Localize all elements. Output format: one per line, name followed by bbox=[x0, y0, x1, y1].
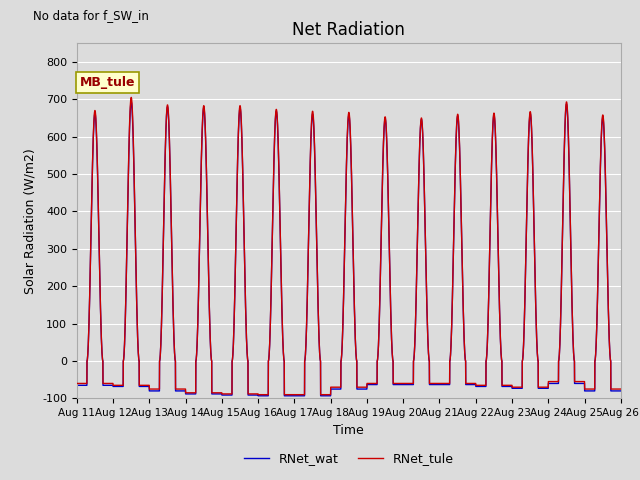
RNet_tule bbox=[616, 386, 624, 392]
RNet_wat bbox=[441, 382, 449, 387]
RNet_wat bbox=[617, 388, 625, 394]
RNet_wat bbox=[471, 382, 479, 387]
RNet_wat bbox=[616, 388, 624, 394]
Line: RNet_wat: RNet_wat bbox=[77, 102, 621, 396]
X-axis label: Time: Time bbox=[333, 424, 364, 437]
RNet_tule bbox=[73, 381, 81, 386]
RNet_tule bbox=[441, 381, 449, 386]
Y-axis label: Solar Radiation (W/m2): Solar Radiation (W/m2) bbox=[24, 148, 36, 294]
RNet_wat bbox=[502, 384, 509, 389]
RNet_wat bbox=[254, 393, 262, 399]
Legend: RNet_wat, RNet_tule: RNet_wat, RNet_tule bbox=[239, 447, 459, 470]
RNet_wat bbox=[73, 383, 81, 388]
RNet_tule bbox=[254, 392, 262, 397]
Text: No data for f_SW_in: No data for f_SW_in bbox=[33, 9, 149, 22]
RNet_tule bbox=[329, 384, 337, 390]
RNet_tule bbox=[502, 383, 509, 388]
RNet_wat bbox=[127, 99, 135, 105]
RNet_tule bbox=[127, 95, 135, 100]
Line: RNet_tule: RNet_tule bbox=[77, 97, 621, 395]
RNet_tule bbox=[471, 381, 479, 386]
Text: MB_tule: MB_tule bbox=[79, 76, 135, 89]
Title: Net Radiation: Net Radiation bbox=[292, 21, 405, 39]
RNet_wat bbox=[329, 386, 337, 392]
RNet_tule bbox=[171, 352, 179, 358]
RNet_tule bbox=[617, 386, 625, 392]
RNet_wat bbox=[171, 352, 179, 358]
